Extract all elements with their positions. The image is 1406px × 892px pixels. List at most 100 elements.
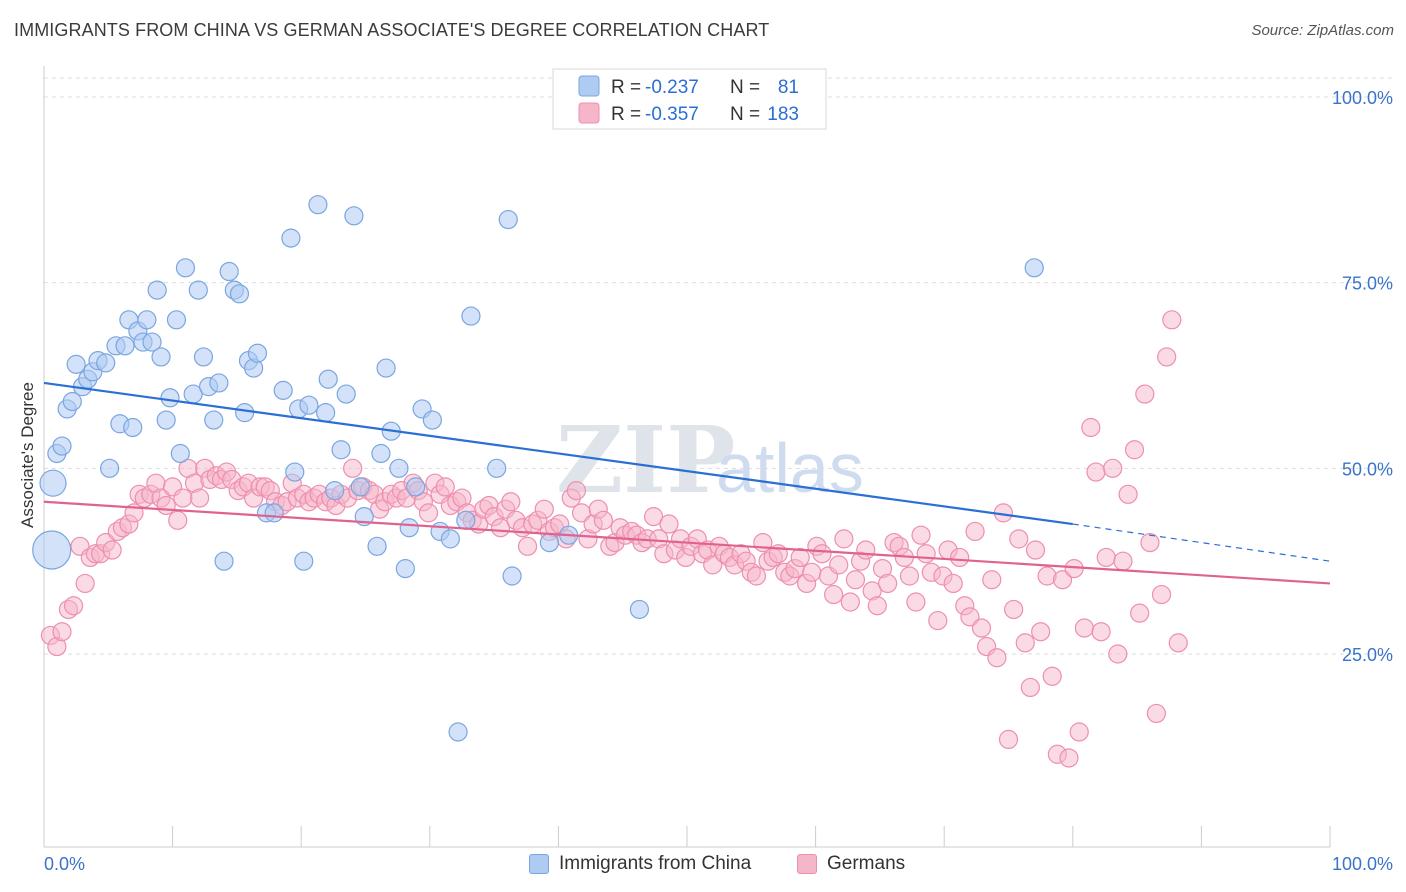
china-point	[156, 410, 176, 430]
german-point	[102, 540, 122, 560]
legend-swatch-german	[578, 102, 600, 124]
chart-title: IMMIGRANTS FROM CHINA VS GERMAN ASSOCIAT…	[14, 20, 770, 40]
y-tick-label: 50.0%	[1342, 459, 1393, 479]
china-point	[96, 353, 116, 373]
y-tick-label: 75.0%	[1342, 274, 1393, 294]
german-point	[1086, 462, 1106, 482]
german-point	[1140, 532, 1160, 553]
china-point	[115, 336, 135, 356]
china-point	[62, 391, 82, 412]
china-point	[539, 532, 559, 553]
china-point	[456, 510, 476, 530]
german-point	[1113, 551, 1133, 571]
german-point	[906, 592, 926, 612]
china-point	[209, 373, 229, 393]
china-point	[448, 722, 468, 742]
german-point	[1096, 547, 1116, 568]
china-point	[487, 458, 507, 478]
german-point	[643, 507, 664, 527]
y-tick-label: 100.0%	[1332, 88, 1393, 108]
german-point	[1162, 310, 1182, 330]
german-point	[965, 521, 985, 542]
german-point	[1124, 440, 1145, 460]
china-point	[229, 284, 250, 304]
china-point	[399, 518, 419, 538]
german-point	[899, 566, 920, 586]
y-axis-label: Associate's Degree	[18, 382, 37, 528]
legend-n-label-german: N =	[730, 104, 760, 125]
german-point	[1059, 748, 1079, 768]
german-point	[534, 499, 554, 519]
german-point	[867, 596, 887, 616]
china-point	[247, 343, 268, 363]
german-point	[593, 510, 614, 530]
legend-label-china: Immigrants from China	[559, 853, 752, 874]
german-point	[343, 458, 363, 478]
china-point	[395, 558, 415, 579]
german-point	[998, 729, 1019, 750]
german-point	[1069, 722, 1089, 742]
german-point	[916, 544, 936, 564]
german-point	[960, 607, 980, 627]
german-point	[950, 547, 970, 568]
german-point	[943, 573, 963, 594]
german-point	[829, 555, 849, 575]
german-point	[746, 566, 767, 586]
china-point	[52, 436, 72, 456]
german-point	[834, 529, 854, 549]
china-point	[316, 403, 336, 423]
watermark-atlas: atlas	[716, 429, 864, 507]
legend-item-german: Germans	[797, 850, 905, 878]
axes	[43, 66, 1331, 848]
china-point	[285, 462, 305, 482]
china-point	[498, 209, 518, 230]
china-point	[318, 369, 338, 389]
german-point	[928, 610, 948, 631]
x-tick-label-max: 100.0%	[1332, 854, 1393, 874]
watermark: ZIP atlas	[556, 406, 864, 514]
china-point	[331, 440, 351, 460]
german-point	[1108, 644, 1128, 664]
china-point	[308, 195, 328, 215]
german-point	[1151, 584, 1172, 605]
china-point	[32, 530, 72, 570]
german-point	[1074, 618, 1094, 638]
china-point	[235, 403, 255, 423]
german-point	[501, 492, 521, 512]
china-point	[273, 380, 293, 400]
german-point	[878, 573, 898, 594]
china-point	[406, 477, 426, 497]
german-point	[1118, 484, 1138, 504]
correlation-legend: R = -0.237 N = 81 R = -0.357 N = 183	[552, 68, 827, 130]
german-point	[63, 596, 84, 616]
legend-swatch-german-bottom	[797, 854, 817, 874]
german-point	[703, 555, 723, 575]
watermark-zip: ZIP	[556, 406, 735, 514]
legend-n-label-china: N =	[730, 77, 760, 98]
china-point	[142, 332, 162, 352]
legend-n-value-german: 183	[767, 104, 799, 125]
legend-r-label-china: R =	[611, 77, 641, 98]
german-trend-line	[43, 500, 1331, 585]
china-point	[371, 443, 391, 464]
china-point	[123, 417, 143, 438]
german-point	[1031, 622, 1051, 642]
german-point	[982, 570, 1002, 590]
german-point	[1135, 384, 1155, 404]
china-point	[422, 410, 442, 430]
china-point	[219, 261, 239, 282]
german-point	[173, 488, 193, 508]
china-point	[299, 395, 319, 415]
german-point	[490, 518, 511, 538]
german-point	[812, 544, 832, 564]
german-point	[1168, 633, 1188, 653]
german-point	[435, 477, 455, 497]
german-point	[845, 570, 866, 590]
china-point	[147, 280, 167, 300]
german-point	[1130, 603, 1150, 623]
german-point	[190, 488, 210, 508]
german-point	[856, 540, 876, 560]
china-point	[66, 354, 86, 374]
legend-swatch-china	[578, 75, 600, 97]
china-point	[193, 347, 214, 367]
